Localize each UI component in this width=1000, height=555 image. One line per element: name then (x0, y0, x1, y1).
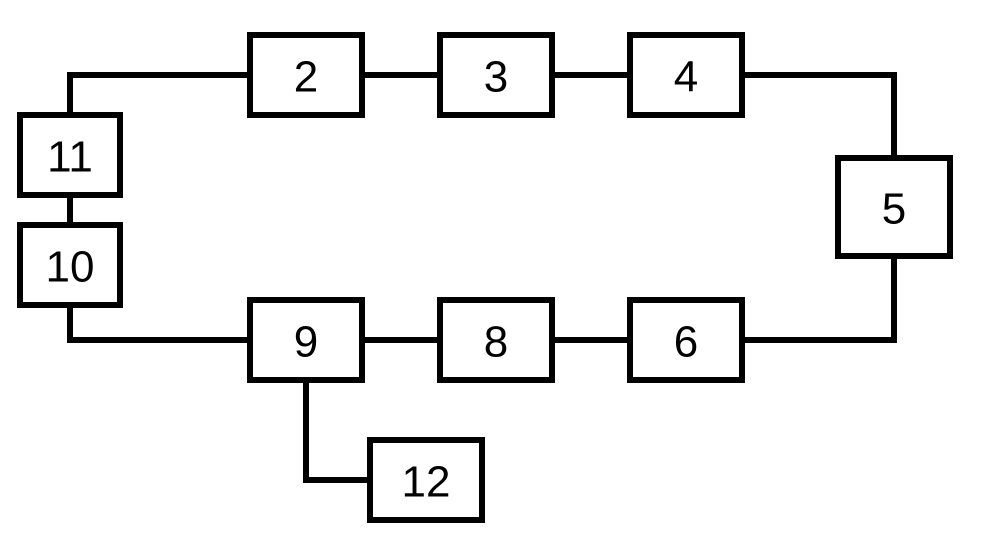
node-9: 9 (250, 300, 362, 380)
edge-n9-n12 (306, 380, 370, 480)
node-11: 11 (20, 115, 120, 195)
node-10: 10 (20, 225, 120, 305)
edge-n11-n2 (70, 75, 250, 115)
node-10-label: 10 (46, 243, 95, 292)
edge-n9-n10 (70, 305, 250, 340)
node-4-label: 4 (674, 53, 698, 102)
node-12: 12 (370, 440, 482, 520)
nodes-group: 2 3 4 5 6 8 9 10 11 12 (20, 35, 950, 520)
node-6-label: 6 (674, 318, 698, 367)
node-9-label: 9 (294, 318, 318, 367)
node-2: 2 (250, 35, 362, 115)
node-2-label: 2 (294, 53, 318, 102)
diagram-canvas: 2 3 4 5 6 8 9 10 11 12 (0, 0, 1000, 555)
node-3-label: 3 (484, 53, 508, 102)
node-8-label: 8 (484, 318, 508, 367)
node-4: 4 (630, 35, 742, 115)
edges-group (70, 75, 894, 480)
node-12-label: 12 (402, 458, 451, 507)
node-6: 6 (630, 300, 742, 380)
edge-n4-n5 (742, 75, 894, 158)
edge-n5-n6 (742, 256, 894, 340)
node-3: 3 (440, 35, 552, 115)
node-5-label: 5 (882, 185, 906, 234)
node-8: 8 (440, 300, 552, 380)
node-11-label: 11 (47, 133, 93, 182)
node-5: 5 (838, 158, 950, 256)
